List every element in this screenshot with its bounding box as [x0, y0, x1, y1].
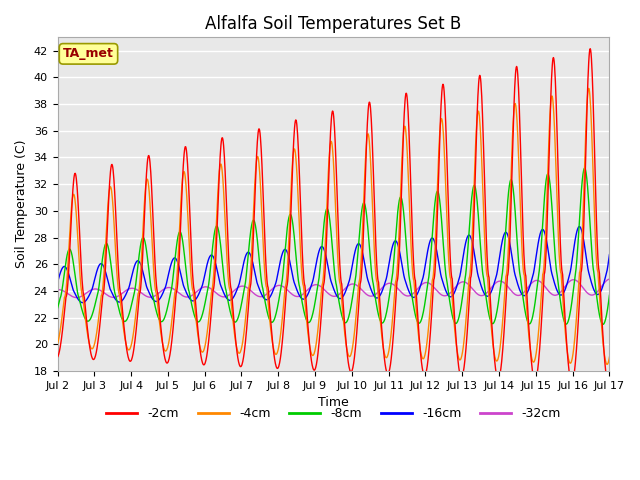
Y-axis label: Soil Temperature (C): Soil Temperature (C) [15, 140, 28, 268]
X-axis label: Time: Time [318, 396, 349, 409]
Text: TA_met: TA_met [63, 48, 114, 60]
Title: Alfalfa Soil Temperatures Set B: Alfalfa Soil Temperatures Set B [205, 15, 461, 33]
Legend: -2cm, -4cm, -8cm, -16cm, -32cm: -2cm, -4cm, -8cm, -16cm, -32cm [101, 402, 566, 425]
